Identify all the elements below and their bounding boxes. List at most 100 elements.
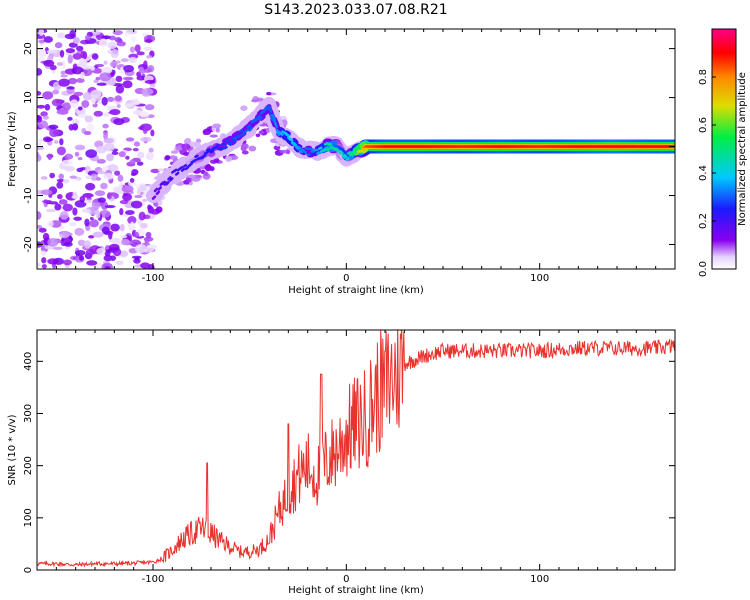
noise-blob (101, 66, 113, 75)
noise-blob (67, 54, 73, 64)
noise-blob (74, 250, 86, 256)
noise-blob (72, 37, 80, 45)
noise-blob (102, 35, 111, 40)
noise-blob (103, 137, 114, 144)
ridge-segment (240, 132, 246, 137)
colorbar-gradient (712, 29, 736, 269)
noise-blob (54, 203, 62, 211)
noise-blob (125, 155, 130, 160)
noise-blob (136, 51, 145, 56)
noise-blob (256, 97, 265, 102)
noise-blob (73, 91, 84, 97)
noise-blob (37, 115, 43, 123)
noise-blob (116, 41, 126, 47)
ridge-segment (354, 152, 360, 156)
noise-blob (77, 239, 86, 247)
noise-blob (144, 237, 150, 244)
ridge-segment (236, 134, 242, 139)
noise-blob (215, 127, 220, 133)
noise-blob (130, 200, 143, 209)
noise-blob (74, 200, 87, 208)
noise-blob (101, 226, 110, 235)
noise-blob (144, 79, 156, 84)
noise-blob (86, 123, 95, 132)
noise-blob (43, 36, 53, 43)
noise-blob (114, 95, 122, 102)
noise-blob (72, 53, 83, 60)
noise-blob (44, 103, 51, 111)
noise-blob (143, 46, 153, 52)
noise-blob (209, 159, 218, 164)
ridge-segment (194, 154, 199, 159)
noise-blob (37, 142, 41, 146)
noise-blob (141, 198, 148, 202)
ridge-segment (339, 148, 347, 156)
noise-blob (125, 210, 135, 216)
y-tick-label: 100 (23, 508, 34, 527)
noise-blob (110, 223, 120, 232)
noise-blob (117, 174, 124, 182)
ridge-segment (174, 171, 180, 176)
noise-blob (128, 181, 137, 186)
y-tick-label: 300 (23, 404, 34, 423)
noise-blob (104, 266, 111, 269)
noise-blob (185, 177, 192, 183)
noise-blob (113, 118, 125, 126)
noise-blob (84, 34, 92, 41)
snr-y-label: SNR (10 * v/v) (7, 414, 18, 485)
noise-blob (80, 71, 85, 80)
noise-blob (101, 165, 109, 172)
noise-blob (43, 59, 55, 67)
noise-blob (95, 76, 101, 81)
noise-blob (115, 260, 124, 266)
spectrogram-noise-region (37, 29, 291, 269)
ridge-segment (359, 141, 367, 148)
spectrogram-x-ticks: -100 0 100 (36, 29, 676, 284)
noise-blob (60, 74, 68, 78)
figure-title: S143.2023.033.07.08.R21 (264, 2, 447, 18)
noise-blob (150, 83, 156, 88)
ridge-segment (229, 142, 234, 146)
noise-blob (84, 115, 94, 123)
ridge-segment (361, 147, 369, 154)
noise-blob (68, 77, 78, 85)
noise-blob (68, 221, 77, 227)
noise-blob (46, 49, 59, 54)
noise-blob (95, 210, 101, 219)
ridge-segment (271, 113, 277, 122)
snr-series-line (37, 330, 675, 568)
noise-blob (90, 66, 96, 71)
noise-blob (52, 89, 60, 95)
noise-blob (106, 97, 115, 102)
ridge-segment (345, 157, 350, 161)
noise-blob (204, 164, 213, 172)
ridge-segment (318, 142, 326, 149)
ridge-segment (289, 137, 294, 142)
noise-blob (145, 231, 152, 239)
ridge-segment (298, 149, 304, 154)
noise-blob (145, 152, 154, 161)
noise-blob (89, 216, 94, 221)
noise-blob (85, 182, 96, 191)
noise-blob (285, 149, 291, 155)
ridge-segment (213, 145, 219, 150)
colorbar-tick-label: 0.8 (698, 69, 709, 85)
noise-blob (37, 104, 46, 109)
noise-blob (67, 116, 73, 121)
noise-blob (72, 191, 78, 199)
noise-blob (53, 139, 59, 144)
noise-blob (137, 151, 145, 159)
noise-blob (59, 211, 69, 220)
noise-blob (96, 177, 101, 181)
noise-blob (111, 151, 119, 156)
spectrogram-x-label: Height of straight line (km) (288, 285, 424, 296)
noise-blob (77, 113, 88, 118)
noise-blob (100, 182, 108, 190)
noise-blob (45, 137, 54, 142)
noise-blob (40, 189, 53, 196)
ridge-segment (256, 114, 261, 120)
ridge-segment (269, 113, 275, 122)
noise-blob (157, 168, 164, 172)
noise-blob (42, 115, 49, 120)
